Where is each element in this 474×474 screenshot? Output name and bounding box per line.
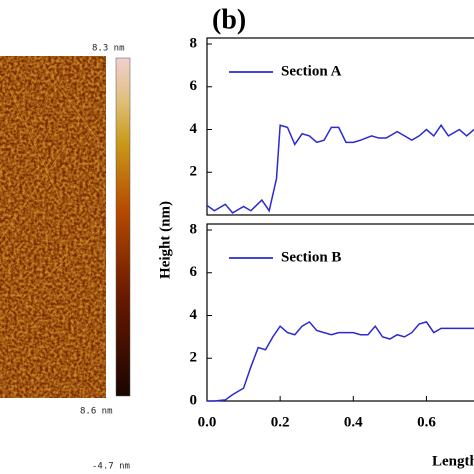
y-tick-label: 6 <box>190 78 198 94</box>
colorbar-min: -4.7 nm <box>92 462 130 472</box>
y-tick-label: 4 <box>190 307 198 323</box>
legend-label: Section B <box>281 249 341 265</box>
colorbar <box>115 57 131 397</box>
x-tick-label: 0.0 <box>198 414 217 430</box>
x-tick-label: 0.2 <box>271 414 290 430</box>
data-line <box>207 320 474 402</box>
y-tick-label: 0 <box>190 392 198 408</box>
y-axis-label: Height (nm) <box>157 201 173 279</box>
data-line <box>206 123 474 214</box>
y-tick-label: 6 <box>190 264 198 280</box>
scale-label: 8.6 nm <box>80 407 113 417</box>
y-tick-label: 8 <box>190 221 198 237</box>
x-tick-label: 0.4 <box>344 414 363 430</box>
afm-image <box>0 56 106 398</box>
y-tick-label: 2 <box>190 350 198 366</box>
y-tick-label: 4 <box>190 121 198 137</box>
plot-frame <box>206 37 474 216</box>
y-tick-label: 2 <box>190 164 198 180</box>
plot-frame <box>206 223 474 402</box>
x-axis-label: Length <box>432 453 474 469</box>
panel-label: (b) <box>212 4 246 35</box>
y-tick-label: 8 <box>190 35 198 51</box>
colorbar-max: 8.3 nm <box>92 44 125 54</box>
legend-label: Section A <box>281 63 342 79</box>
x-tick-label: 0.6 <box>417 414 436 430</box>
